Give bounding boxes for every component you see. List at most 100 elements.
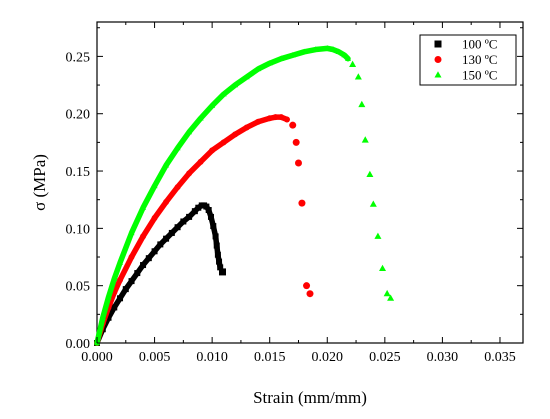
data-point [212,233,219,240]
data-point [197,115,204,121]
data-point [303,282,311,290]
series-1 [94,202,226,346]
data-point [207,213,214,220]
data-point [209,102,216,108]
series-curve [94,114,290,346]
data-point [191,208,198,215]
data-point [214,251,221,258]
x-tick-label: 0.000 [81,350,113,365]
data-point [174,144,181,151]
data-point [255,118,262,125]
data-point [186,128,193,135]
legend-marker [434,56,442,63]
data-point [174,184,181,191]
data-point [117,295,124,302]
y-tick-label: 0.20 [66,108,91,123]
data-point [128,254,135,261]
y-axis-title: σ (MPa) [30,154,49,211]
data-point [111,275,118,281]
data-point [205,207,212,214]
data-point [294,159,302,167]
data-point [117,259,124,265]
data-point [216,258,223,265]
data-point [117,276,124,283]
data-point [151,248,158,255]
y-tick-label: 0.00 [66,337,91,352]
data-point [105,293,112,300]
data-point [220,90,227,97]
legend-marker [434,71,442,78]
legend-label: 130 ºC [462,52,497,67]
data-point [145,255,152,262]
data-point [341,52,348,58]
data-point [209,147,216,154]
data-point [369,200,377,207]
data-point [217,264,224,271]
legend-label: 100 ºC [462,37,497,52]
data-point [163,162,170,168]
data-point [379,264,387,272]
y-tick-label: 0.15 [66,165,91,180]
data-point [306,290,314,298]
x-tick-label: 0.015 [254,350,286,365]
data-point [349,60,357,67]
data-point [255,65,262,72]
data-point [168,229,175,236]
data-point [243,124,250,131]
data-point [232,131,239,138]
data-point [266,115,273,122]
data-point [203,203,210,210]
legend-label: 150 ºC [462,68,497,83]
data-point [354,73,362,80]
data-point [366,170,374,177]
data-point [283,116,290,123]
x-tick-label: 0.005 [139,350,171,365]
data-point [243,73,250,80]
data-point [157,241,164,248]
data-point [99,314,106,320]
series-3 [94,45,395,346]
data-point [140,262,147,269]
data-point [140,233,147,240]
data-point [289,52,296,58]
x-tick-label: 0.025 [369,350,401,365]
y-tick-label: 0.05 [66,280,91,295]
x-tick-label: 0.010 [196,350,228,365]
data-point [111,304,118,311]
data-point [213,242,220,249]
data-point [151,215,158,222]
data-point [361,136,369,143]
y-tick-label: 0.25 [66,50,91,65]
data-point [128,229,135,236]
x-tick-label: 0.030 [427,350,459,365]
data-point [289,121,297,129]
x-axis-ticks: 0.000 0.005 0.010 0.015 0.020 0.025 0.030 0.035 [81,22,516,365]
data-point [210,223,217,230]
data-point [151,182,158,189]
data-point [387,294,395,301]
x-tick-label: 0.020 [312,350,344,365]
data-point [163,235,170,242]
data-point [195,204,202,211]
data-point [220,139,227,146]
data-point [335,48,342,54]
data-point [330,46,337,52]
series-layer [94,45,395,346]
data-point [186,213,193,220]
plot-area-border [96,21,524,344]
data-point [374,232,382,239]
data-point [180,218,187,225]
data-point [301,48,308,54]
data-point [197,158,204,165]
data-point [186,170,193,177]
plot-frame [96,21,524,344]
data-point [383,289,391,297]
data-point [128,278,135,285]
data-point [358,100,366,108]
data-point [218,268,226,276]
data-point [105,314,112,321]
x-tick-label: 0.035 [484,350,516,365]
data-point [140,204,147,210]
